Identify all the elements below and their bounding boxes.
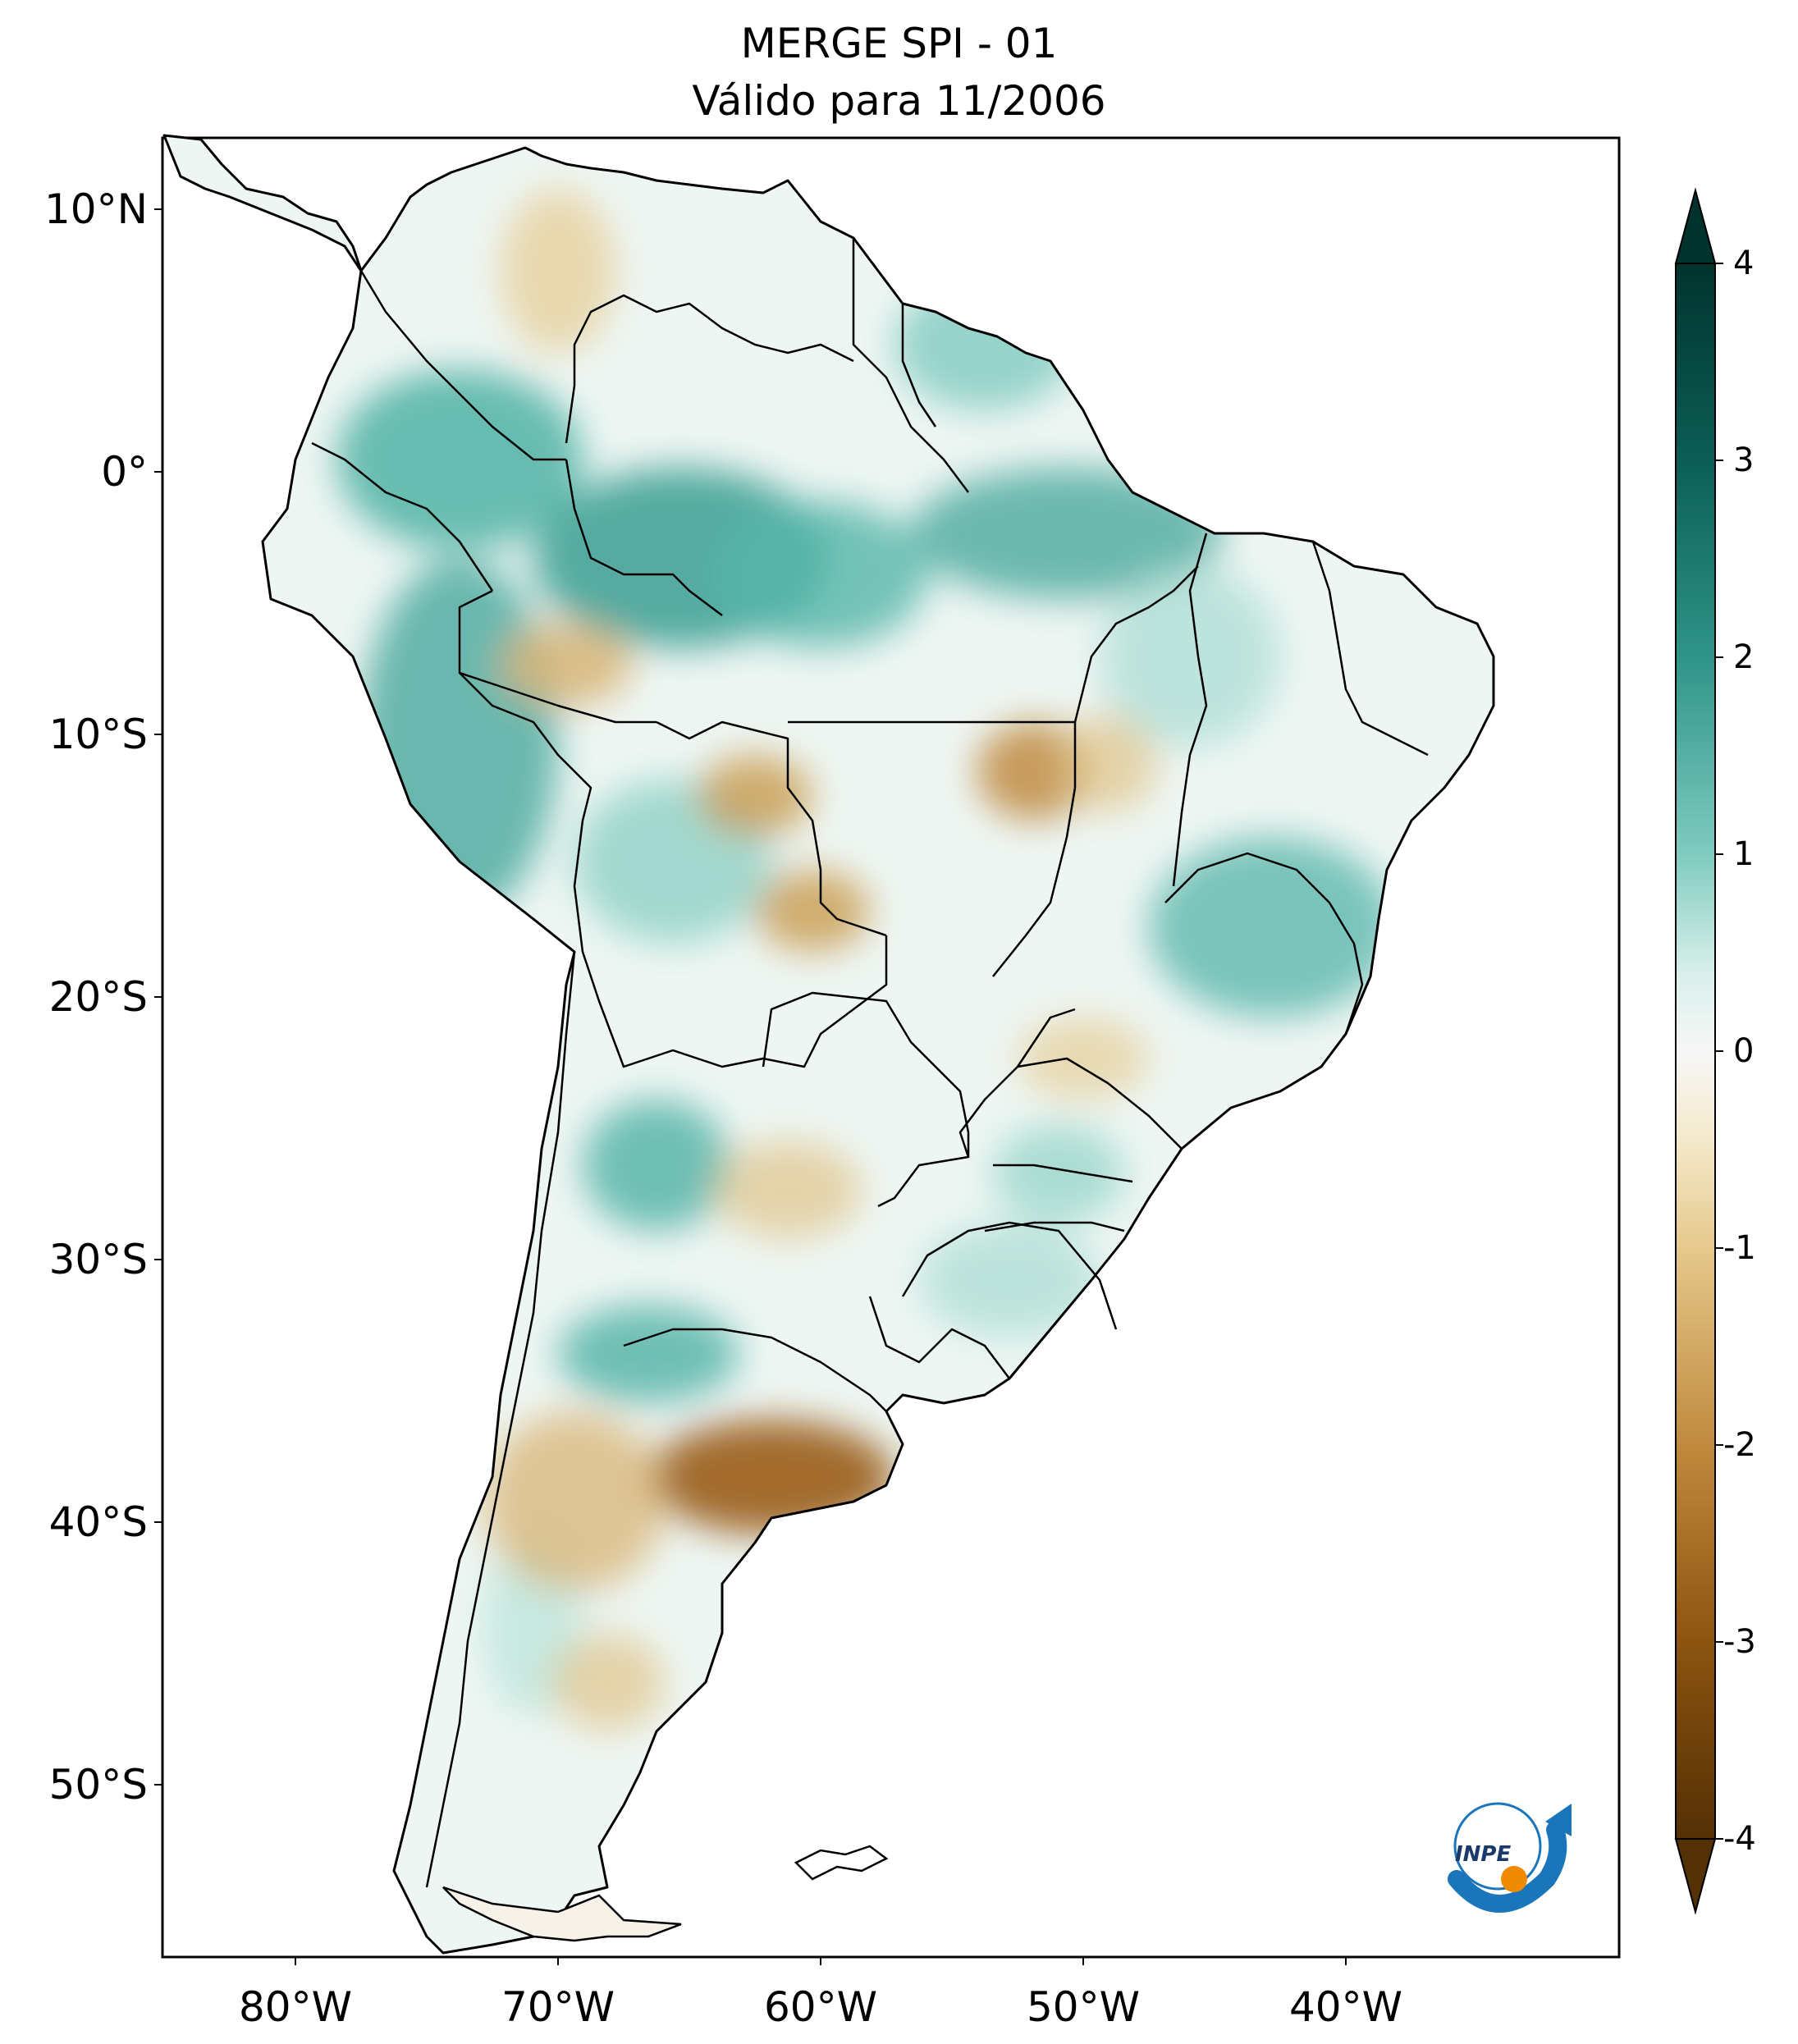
border-ne-states [1311,541,1429,757]
dry-anomaly [484,1411,665,1592]
wet-anomaly [911,468,1223,599]
falkland-islands [794,1845,889,1881]
lon-label-50w: 50°W [1026,1983,1141,2031]
dry-anomaly [755,870,870,952]
colorbar-label: 1 [1733,835,1755,873]
border-uruguay-argentina [868,1296,1010,1379]
lat-label-50s: 50°S [48,1761,148,1809]
colorbar-label: 3 [1733,441,1755,479]
border-para-tocantins [1073,565,1199,723]
colorbar-extend-min [1674,1838,1717,1915]
wet-anomaly [336,369,583,550]
lat-label-30s: 30°S [48,1236,148,1283]
lat-label-40s: 40°S [48,1498,148,1546]
colorbar-label: -2 [1723,1426,1756,1464]
border-minas [1164,852,1364,1035]
lon-label-80w: 80°W [238,1983,353,2031]
border-paraguay [762,991,970,1208]
wet-anomaly [714,501,927,648]
border-peru-bolivia [458,589,592,953]
border-goias [992,722,1077,977]
dry-anomaly [501,624,632,706]
continent-outline [162,134,1495,1955]
wet-anomaly [583,1100,730,1231]
inpe-logo-text: INPE [1455,1842,1511,1867]
dry-anomaly [501,189,615,353]
border-guyana [852,238,969,493]
border-venezuela-brazil [565,294,854,444]
colorbar [1674,187,1723,1915]
wet-anomaly [558,1305,739,1403]
border-chile-argentina [425,951,576,1888]
colorbar-label: 0 [1733,1032,1755,1070]
axis-ticks [154,208,1347,1965]
border-santa-catarina [984,1221,1125,1232]
border-suriname [901,304,937,428]
wet-anomaly [919,1223,1100,1338]
border-amazonas [565,459,723,616]
lat-label-10n: 10°N [43,185,148,233]
colorbar-ticks [1715,263,1723,1840]
colorbar-label: -1 [1723,1229,1756,1267]
border-bolivia-south [581,935,888,1068]
dry-anomaly [1059,714,1157,812]
lon-label-70w: 70°W [501,1983,615,2031]
wet-anomaly [1149,837,1395,1017]
colorbar-ramp [1675,263,1716,1840]
dry-anomaly [698,755,812,837]
border-uruguay [901,1221,1118,1330]
dry-anomaly [550,1633,665,1731]
lat-label-20s: 20°S [48,973,148,1021]
map-subtitle: Válido para 11/2006 [692,77,1106,125]
colorbar-label: -3 [1723,1623,1756,1661]
colorbar-extend-max [1674,187,1717,264]
border-sao-paulo [1017,1057,1183,1150]
wet-anomaly [993,1124,1124,1223]
border-bolivia-brazil [656,720,887,937]
inpe-logo-icon: INPE [1448,1802,1572,1913]
border-parana [993,1164,1133,1183]
border-brazil-paraguay [958,1008,1076,1158]
dry-anomaly [1018,1017,1149,1100]
dry-anomaly [714,1141,862,1239]
lat-label-0: 0° [101,448,148,496]
lon-label-60w: 60°W [763,1983,878,2031]
map-title: MERGE SPI - 01 [740,20,1058,67]
border-colombia [359,270,566,461]
tierra-del-fuego [442,1886,682,1942]
border-peru-brazil [459,671,657,724]
lat-label-10s: 10°S [48,711,148,758]
border-maranhao-piaui [1172,533,1208,887]
border-argentina-province [623,1328,887,1412]
colorbar-label: 4 [1733,245,1755,282]
lon-label-40w: 40°W [1288,1983,1403,2031]
borders [311,238,1429,1888]
wet-anomaly [1100,566,1280,747]
colorbar-label: 2 [1733,638,1755,676]
border-colombia-ecuador [311,441,494,592]
colorbar-label: -4 [1723,1820,1756,1858]
